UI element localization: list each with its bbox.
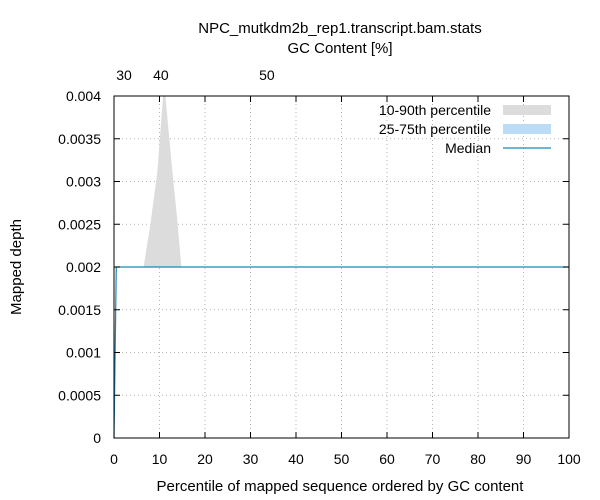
y-axis: 0 0.0005 0.001 0.0015 0.002 0.0025 0.003 0.0035… xyxy=(58,88,569,446)
x-axis: 0 10 20 30 40 50 60 70 80 90 100 xyxy=(110,96,581,467)
y-tick-label: 0.001 xyxy=(66,345,101,361)
x-tick-label: 50 xyxy=(334,451,350,467)
top-tick-label: 50 xyxy=(259,67,275,83)
x-tick-label: 100 xyxy=(557,451,581,467)
x-tick-label: 30 xyxy=(243,451,259,467)
x-tick-label: 60 xyxy=(379,451,395,467)
legend-label: Median xyxy=(445,140,491,156)
y-tick-label: 0.0035 xyxy=(58,131,101,147)
legend-swatch xyxy=(503,124,551,134)
y-axis-label: Mapped depth xyxy=(8,219,25,315)
x-tick-label: 40 xyxy=(288,451,304,467)
x-axis-label: Percentile of mapped sequence ordered by… xyxy=(157,478,525,495)
top-tick-label: 40 xyxy=(153,67,169,83)
y-tick-label: 0.0005 xyxy=(58,387,101,403)
y-tick-label: 0.0025 xyxy=(58,216,101,232)
grid xyxy=(114,96,569,438)
top-axis: 30 40 50 xyxy=(116,67,275,83)
y-tick-label: 0.0015 xyxy=(58,302,101,318)
x-tick-label: 10 xyxy=(152,451,168,467)
chart-title: NPC_mutkdm2b_rep1.transcript.bam.stats xyxy=(198,20,481,37)
x-tick-label: 80 xyxy=(470,451,486,467)
y-tick-label: 0.002 xyxy=(66,259,101,275)
legend-label: 25-75th percentile xyxy=(379,121,491,137)
y-tick-label: 0.003 xyxy=(66,174,101,190)
x-tick-label: 90 xyxy=(516,451,532,467)
y-tick-label: 0 xyxy=(93,430,101,446)
top-axis-label: GC Content [%] xyxy=(287,40,392,57)
x-tick-label: 70 xyxy=(425,451,441,467)
x-tick-label: 0 xyxy=(110,451,118,467)
legend: 10-90th percentile 25-75th percentile Medi… xyxy=(379,102,551,156)
top-tick-label: 30 xyxy=(116,67,132,83)
x-tick-label: 20 xyxy=(197,451,213,467)
y-tick-label: 0.004 xyxy=(66,88,101,104)
band-area xyxy=(143,96,182,267)
percentile-band xyxy=(143,96,182,267)
legend-label: 10-90th percentile xyxy=(379,102,491,118)
legend-swatch xyxy=(503,105,551,115)
